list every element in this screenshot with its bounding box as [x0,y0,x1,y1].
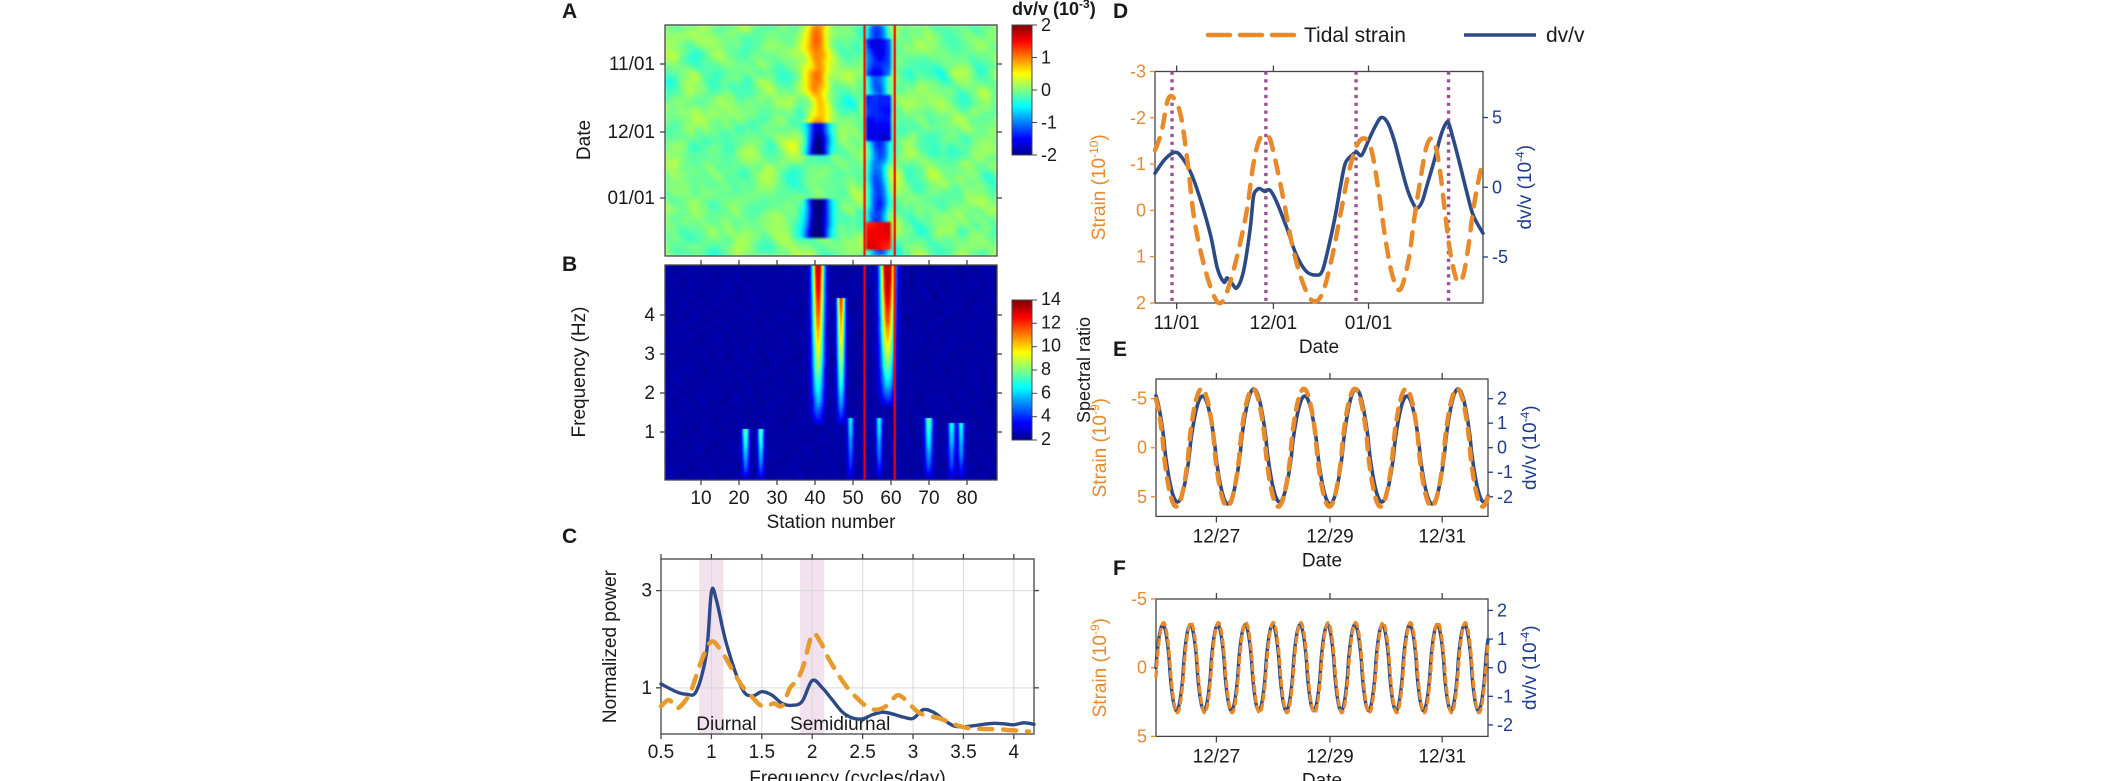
svg-text:4: 4 [644,305,655,326]
svg-text:-1: -1 [1130,154,1146,174]
svg-text:dv/v: dv/v [1546,24,1585,47]
svg-text:-2: -2 [1497,715,1513,735]
svg-text:60: 60 [880,488,901,509]
svg-text:Strain (10-9): Strain (10-9) [1088,618,1111,717]
svg-text:2.5: 2.5 [849,742,875,763]
svg-text:6: 6 [1041,382,1051,402]
svg-text:dv/v (10-4): dv/v (10-4) [1518,625,1541,710]
svg-text:dv/v (10-3): dv/v (10-3) [1012,0,1096,19]
svg-text:-3: -3 [1130,62,1146,82]
svg-text:Frequency (cycles/day): Frequency (cycles/day) [749,768,945,781]
svg-text:8: 8 [1041,359,1051,379]
svg-text:4: 4 [1009,742,1020,763]
svg-text:3.5: 3.5 [950,742,976,763]
svg-text:0.5: 0.5 [648,742,674,763]
svg-text:2: 2 [1497,600,1507,620]
svg-text:10: 10 [1041,336,1061,356]
svg-text:70: 70 [918,488,939,509]
svg-text:Normalized power: Normalized power [600,569,621,723]
svg-text:0: 0 [1137,658,1147,678]
svg-text:01/01: 01/01 [607,188,655,209]
svg-text:1: 1 [1497,413,1507,433]
svg-text:-1: -1 [1497,462,1513,482]
svg-text:2: 2 [644,383,655,404]
svg-text:0: 0 [1497,658,1507,678]
svg-text:Tidal strain: Tidal strain [1304,24,1406,47]
svg-text:-1: -1 [1497,686,1513,706]
svg-text:1: 1 [641,678,652,699]
svg-text:4: 4 [1041,406,1051,426]
svg-text:12/31: 12/31 [1418,526,1466,547]
svg-text:2: 2 [807,742,818,763]
svg-text:11/01: 11/01 [609,54,655,75]
svg-text:2: 2 [1497,389,1507,409]
svg-text:80: 80 [956,488,977,509]
svg-text:0: 0 [1136,200,1146,220]
svg-text:12/29: 12/29 [1306,746,1354,767]
svg-text:5: 5 [1137,726,1147,746]
svg-text:50: 50 [842,488,863,509]
svg-text:Date: Date [574,120,595,160]
svg-text:-5: -5 [1131,589,1147,609]
svg-text:10: 10 [690,488,711,509]
svg-text:14: 14 [1041,289,1061,309]
svg-text:-2: -2 [1041,145,1057,165]
svg-text:1: 1 [1497,629,1507,649]
svg-text:30: 30 [766,488,787,509]
svg-text:20: 20 [728,488,749,509]
svg-text:1: 1 [1136,247,1146,267]
svg-text:12/29: 12/29 [1306,526,1354,547]
svg-text:dv/v (10-4): dv/v (10-4) [1513,145,1536,230]
svg-text:Strain (10-10): Strain (10-10) [1087,134,1110,240]
svg-text:5: 5 [1137,487,1147,507]
svg-text:12/31: 12/31 [1418,746,1466,767]
svg-text:-5: -5 [1131,389,1147,409]
svg-text:0: 0 [1492,177,1502,197]
svg-text:0: 0 [1137,438,1147,458]
svg-text:1.5: 1.5 [749,742,775,763]
svg-text:-2: -2 [1497,487,1513,507]
svg-text:3: 3 [644,344,655,365]
svg-text:2: 2 [1041,429,1051,449]
svg-text:Date: Date [1302,770,1342,781]
svg-text:3: 3 [641,581,652,602]
svg-text:2: 2 [1041,15,1051,35]
svg-text:12: 12 [1041,312,1061,332]
svg-text:Frequency (Hz): Frequency (Hz) [569,307,590,438]
svg-text:40: 40 [804,488,825,509]
svg-text:12/27: 12/27 [1193,526,1241,547]
svg-text:-2: -2 [1130,108,1146,128]
svg-text:5: 5 [1492,108,1502,128]
svg-text:12/01: 12/01 [607,122,655,143]
svg-text:-1: -1 [1041,113,1057,133]
svg-text:Diurnal: Diurnal [696,714,756,735]
svg-text:Station number: Station number [767,512,897,533]
svg-text:0: 0 [1497,438,1507,458]
svg-text:2: 2 [1136,293,1146,313]
svg-text:1: 1 [706,742,717,763]
svg-text:-5: -5 [1492,247,1508,267]
svg-text:Semidiurnal: Semidiurnal [790,714,890,735]
svg-text:3: 3 [908,742,919,763]
svg-text:1: 1 [1041,48,1051,68]
svg-text:0: 0 [1041,80,1051,100]
svg-text:Strain (10-9): Strain (10-9) [1088,398,1111,497]
svg-text:dv/v (10-4): dv/v (10-4) [1518,405,1541,490]
svg-text:1: 1 [644,422,655,443]
svg-text:12/27: 12/27 [1193,746,1241,767]
